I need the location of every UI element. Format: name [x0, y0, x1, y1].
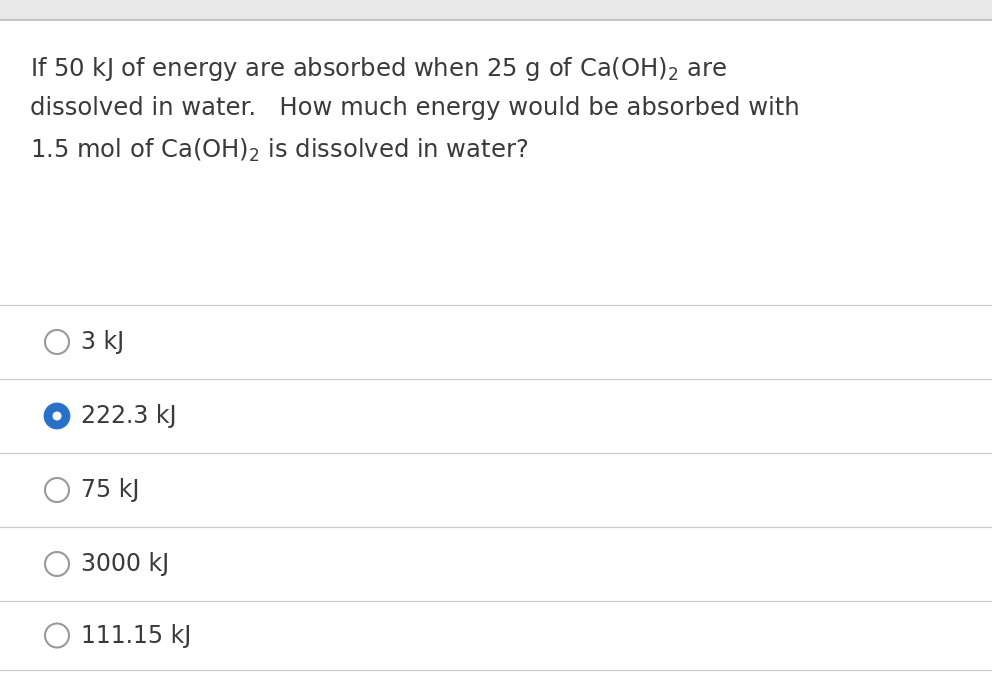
Text: 1.5 mol of Ca(OH)$_2$ is dissolved in water?: 1.5 mol of Ca(OH)$_2$ is dissolved in wa…	[30, 137, 528, 164]
Circle shape	[45, 623, 69, 648]
Text: 222.3 kJ: 222.3 kJ	[81, 404, 177, 428]
Circle shape	[45, 552, 69, 576]
Circle shape	[53, 412, 62, 421]
Text: If 50 kJ of energy are absorbed when 25 g of Ca(OH)$_2$ are: If 50 kJ of energy are absorbed when 25 …	[30, 55, 727, 83]
Text: 3 kJ: 3 kJ	[81, 330, 124, 354]
Circle shape	[45, 330, 69, 354]
Text: 3000 kJ: 3000 kJ	[81, 552, 170, 576]
Bar	[0, 0, 992, 20]
Circle shape	[45, 404, 69, 428]
Text: 111.15 kJ: 111.15 kJ	[81, 623, 191, 648]
Text: 75 kJ: 75 kJ	[81, 478, 140, 502]
Text: dissolved in water.   How much energy would be absorbed with: dissolved in water. How much energy woul…	[30, 96, 800, 120]
Circle shape	[45, 478, 69, 502]
